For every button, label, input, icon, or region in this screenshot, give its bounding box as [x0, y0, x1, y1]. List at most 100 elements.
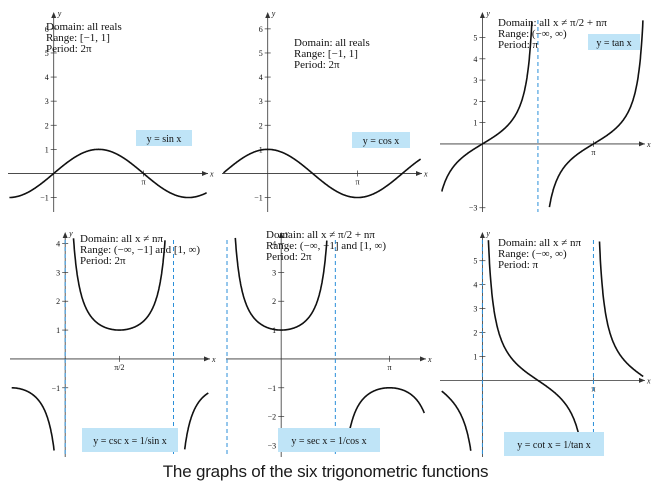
y-axis-label: y [485, 9, 490, 18]
info-line: Range: (−∞, ∞) [498, 248, 567, 260]
y-tick-label: 1 [45, 145, 49, 154]
y-tick-label: 3 [259, 97, 263, 106]
panel-sec: x y4 3 2 1 −1 −2 −3 π Domain: all x ≠ π/2 + nπRan… [226, 229, 432, 457]
y-tick-label: 3 [473, 305, 477, 314]
x-axis-arrow [420, 356, 426, 362]
y-tick-label: −3 [469, 204, 478, 213]
y-tick-label: 5 [259, 49, 263, 58]
y-tick-label: 1 [473, 352, 477, 361]
y-tick-label: 3 [272, 268, 276, 277]
y-tick-label: −3 [268, 441, 277, 450]
y-tick-label: 5 [473, 257, 477, 266]
x-axis-arrow [202, 170, 208, 176]
y-axis-label: y [57, 9, 62, 18]
info-line: Period: 2π [80, 255, 126, 267]
y-tick-label: 5 [45, 49, 49, 58]
function-label: y = cot x = 1/tan x [517, 440, 591, 451]
x-axis-label: x [209, 169, 214, 178]
y-tick-label: −1 [254, 194, 263, 203]
info-line: Domain: all reals [46, 21, 122, 33]
y-tick-label: 2 [473, 329, 477, 338]
sec-curve [234, 237, 426, 450]
x-axis-label: x [646, 376, 651, 385]
x-axis-arrow [416, 170, 422, 176]
y-tick-label: −1 [52, 384, 61, 393]
function-label: y = csc x = 1/sin x [93, 436, 167, 447]
y-tick-label: 3 [56, 268, 60, 277]
y-tick-label: 2 [259, 121, 263, 130]
x-axis-arrow [204, 356, 210, 362]
function-label-box [352, 132, 410, 148]
function-label: y = sec x = 1/cos x [291, 436, 366, 447]
info-line: Period: π [498, 39, 539, 51]
y-tick-label: 4 [259, 73, 263, 82]
y-axis-arrow [479, 232, 485, 238]
y-tick-label: −2 [268, 413, 277, 422]
function-label-box [504, 432, 604, 456]
x-axis-arrow [639, 377, 645, 383]
x-axis-arrow [639, 141, 645, 147]
info-line: Domain: all x ≠ nπ [498, 237, 582, 249]
tan-curve [441, 20, 644, 208]
y-tick-label: 4 [473, 55, 477, 64]
y-tick-label: −1 [40, 194, 49, 203]
info-line: Period: 2π [46, 43, 92, 55]
y-tick-label: 4 [45, 73, 49, 82]
y-tick-label: −1 [268, 384, 277, 393]
info-line: Range: (−∞, −1] and [1, ∞) [80, 244, 200, 256]
info-line: Domain: all x ≠ π/2 + nπ [498, 17, 607, 29]
info-line: Range: (−∞, −1] and [1, ∞) [266, 240, 386, 252]
y-tick-label: 6 [45, 25, 49, 34]
x-tick-label: π [591, 148, 595, 157]
y-tick-label: 2 [272, 297, 276, 306]
function-label-box [136, 130, 192, 146]
y-tick-label: 4 [56, 240, 60, 249]
y-axis-arrow [62, 232, 68, 238]
x-axis-label: x [211, 355, 216, 364]
y-tick-label: 3 [473, 76, 477, 85]
function-label-box [278, 428, 380, 452]
function-label: y = cos x [363, 136, 399, 147]
info-line: Domain: all x ≠ π/2 + nπ [266, 229, 375, 241]
x-tick-label: π [387, 363, 391, 372]
y-tick-label: 2 [473, 97, 477, 106]
y-axis-label: y [68, 229, 73, 238]
y-tick-label: 2 [45, 121, 49, 130]
info-line: Range: [−1, 1] [46, 32, 110, 44]
panel-tan: x y 5 4 3 2 1 −3 π Domain: all x ≠ π/2 + nπRange:… [440, 9, 651, 213]
y-tick-label: 1 [272, 326, 276, 335]
function-label-box [82, 428, 178, 452]
info-line: Period: π [498, 259, 539, 271]
function-label: y = sin x [147, 134, 182, 145]
info-line: Domain: all x ≠ nπ [80, 233, 164, 245]
y-tick-label: 4 [473, 281, 477, 290]
function-label-box [588, 34, 640, 50]
function-label: y = tan x [596, 38, 631, 49]
y-tick-label: 6 [259, 25, 263, 34]
info-line: Period: 2π [266, 251, 312, 263]
y-tick-label: 1 [473, 119, 477, 128]
info-line: Period: 2π [294, 59, 340, 71]
y-axis-arrow [265, 12, 271, 18]
x-axis-label: x [646, 140, 651, 149]
x-tick-label: π [141, 177, 145, 186]
x-tick-label: π/2 [114, 363, 124, 372]
info-line: Range: [−1, 1] [294, 48, 358, 60]
y-axis-arrow [278, 232, 284, 238]
y-axis-arrow [51, 12, 57, 18]
y-tick-label: 3 [45, 97, 49, 106]
y-tick-label: 5 [473, 34, 477, 43]
y-tick-label: 4 [272, 240, 276, 249]
sin-curve [9, 148, 207, 199]
y-axis-label: y [271, 9, 276, 18]
y-axis-label: y [284, 229, 289, 238]
info-line: Domain: all reals [294, 37, 370, 49]
x-axis-label: x [423, 169, 428, 178]
y-axis-label: y [485, 229, 490, 238]
figure-caption: The graphs of the six trigonometric func… [162, 462, 489, 481]
